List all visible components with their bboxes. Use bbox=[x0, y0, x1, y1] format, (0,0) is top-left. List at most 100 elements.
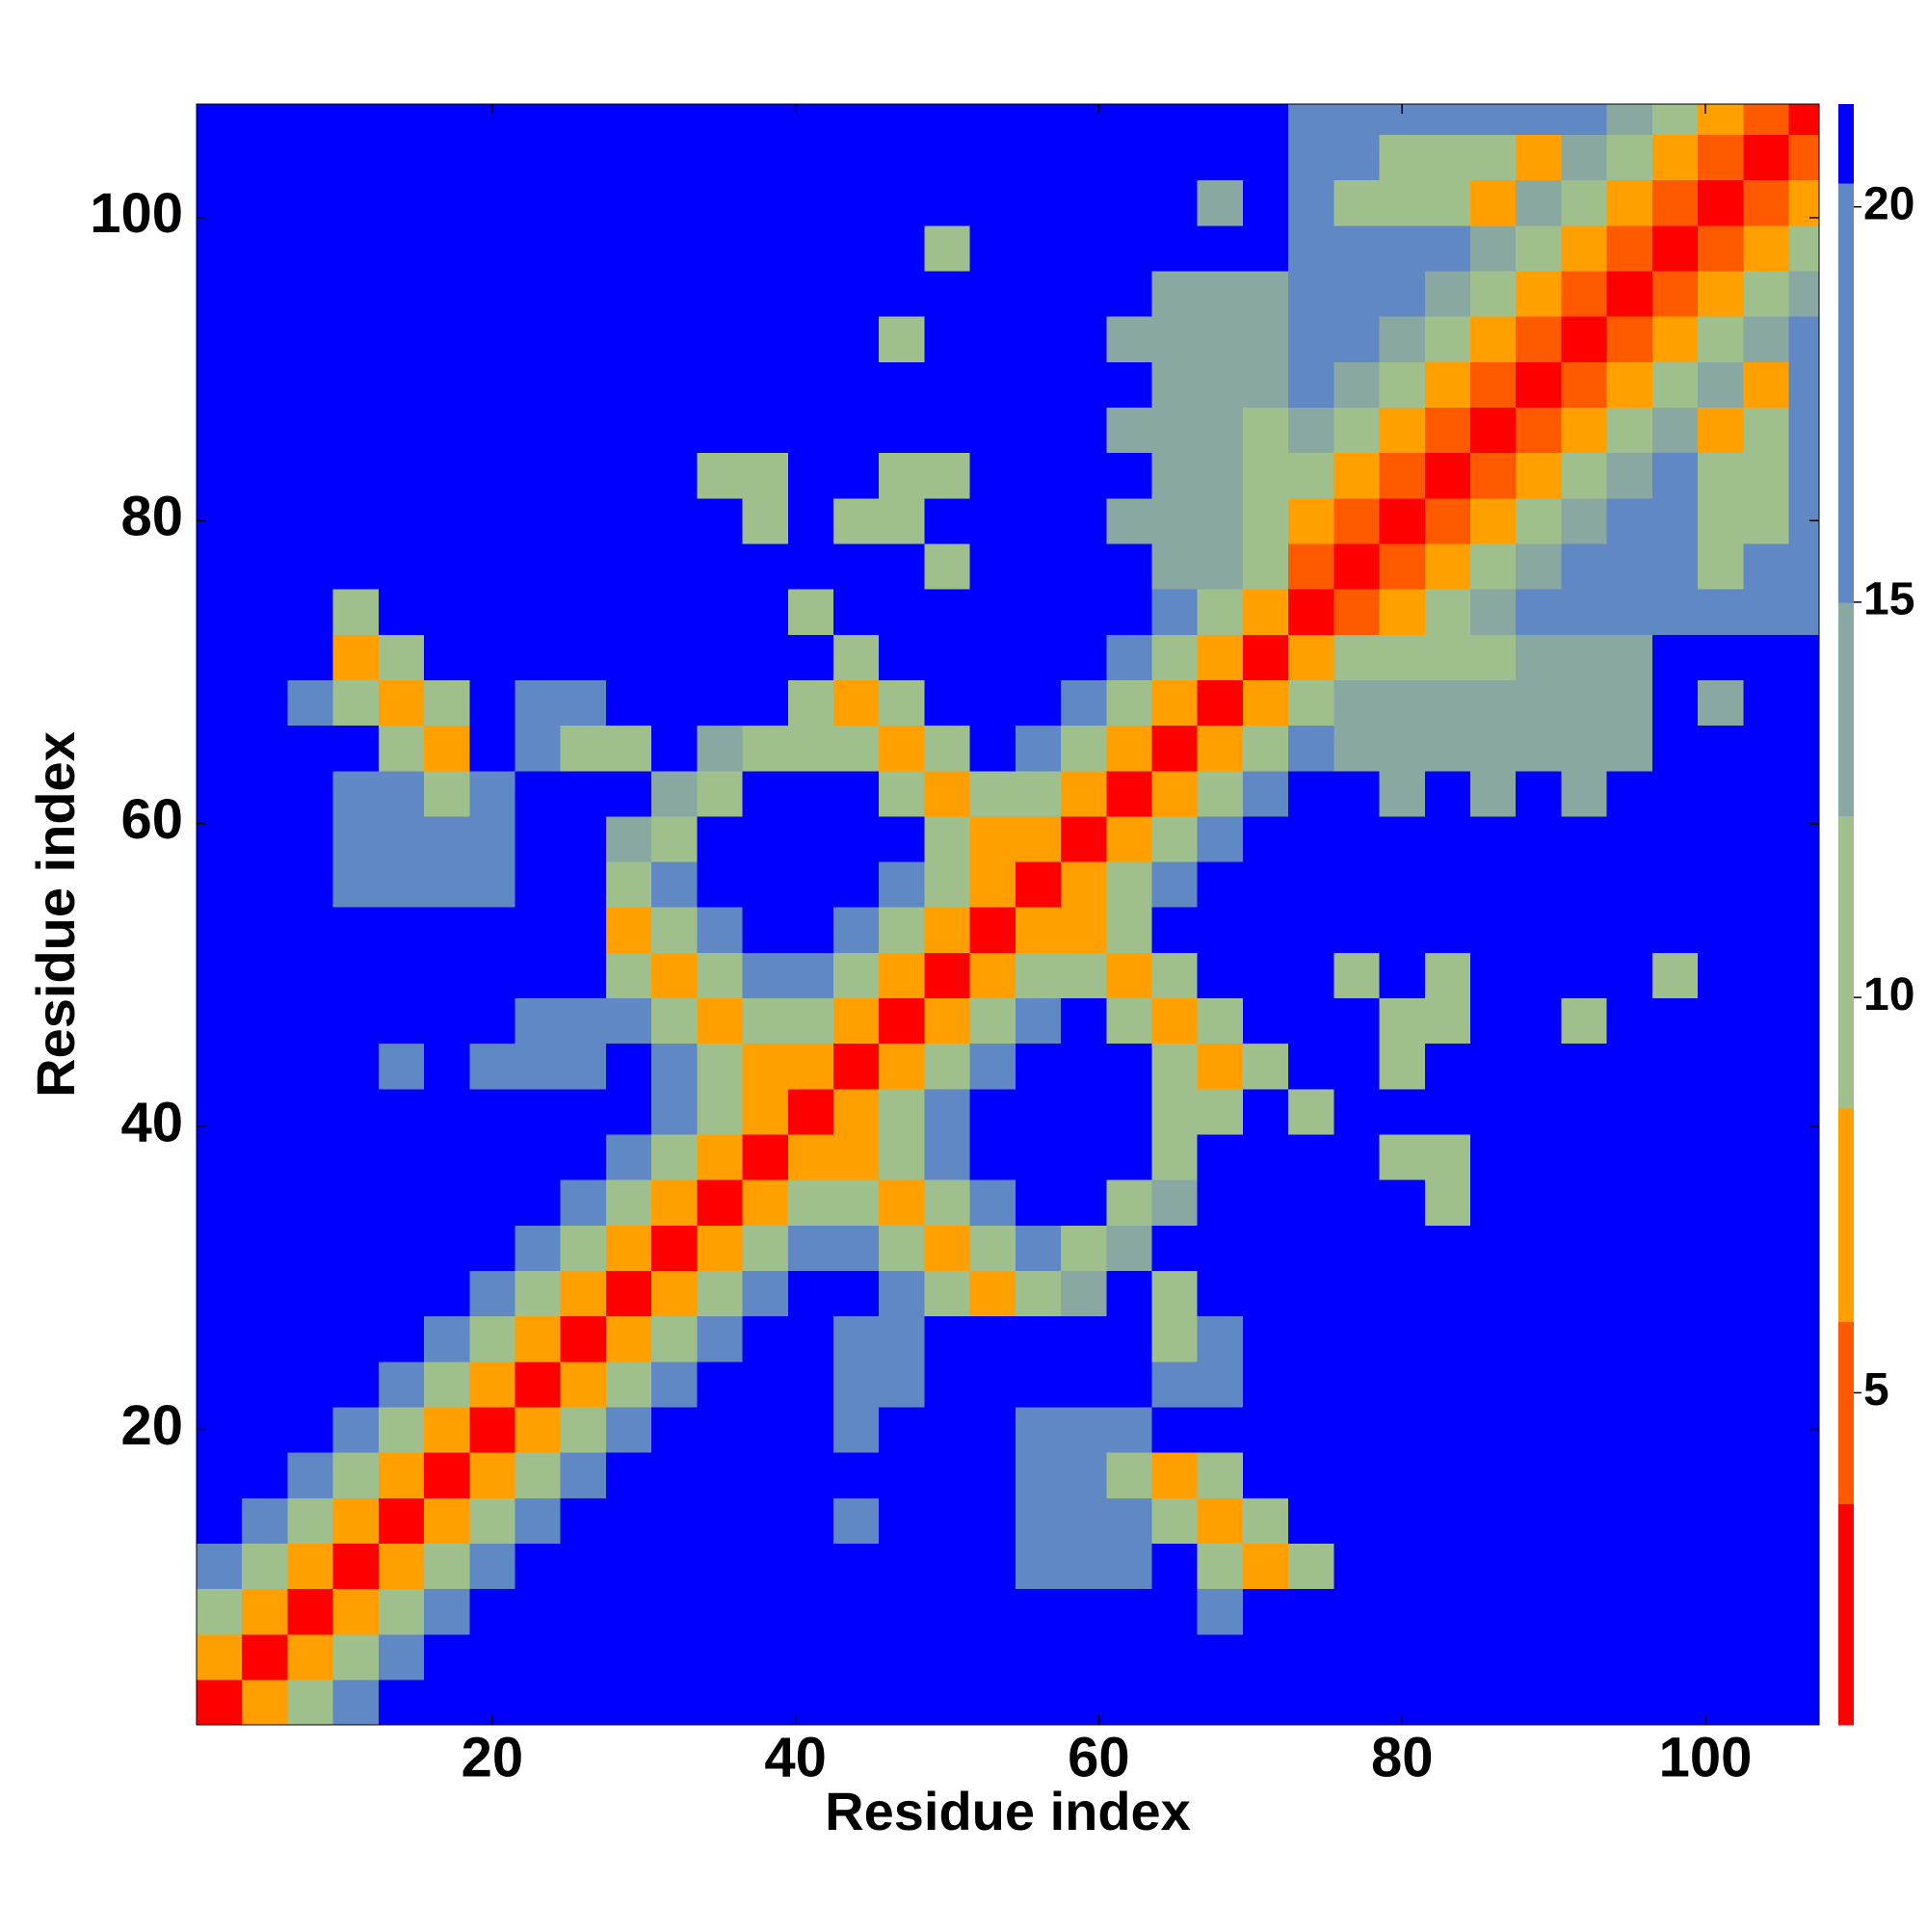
heatmap-cell bbox=[287, 1270, 334, 1317]
heatmap-cell bbox=[1106, 1679, 1153, 1725]
y-tick-label: 40 bbox=[120, 1091, 183, 1153]
heatmap-cell bbox=[515, 543, 562, 590]
heatmap-cell bbox=[332, 225, 380, 272]
heatmap-cell bbox=[197, 1361, 243, 1408]
heatmap-cell bbox=[1788, 179, 1819, 226]
heatmap-cell bbox=[469, 1452, 516, 1498]
heatmap-cell bbox=[1698, 225, 1744, 272]
plot-frame bbox=[196, 103, 1820, 1726]
heatmap-cell bbox=[1698, 679, 1744, 727]
heatmap-cell bbox=[1061, 952, 1107, 999]
heatmap-cell bbox=[332, 952, 380, 999]
heatmap-cell bbox=[1561, 1225, 1608, 1272]
heatmap-cell bbox=[1197, 815, 1244, 862]
heatmap-cell bbox=[1651, 1361, 1699, 1408]
heatmap-cell bbox=[1651, 1497, 1699, 1544]
heatmap-cell bbox=[742, 725, 789, 772]
heatmap-cell bbox=[1015, 1588, 1062, 1635]
heatmap-cell bbox=[1424, 1315, 1471, 1363]
heatmap-cell bbox=[242, 997, 289, 1045]
heatmap-cell bbox=[1424, 679, 1471, 727]
heatmap-cell bbox=[1197, 1179, 1244, 1226]
heatmap-cell bbox=[1106, 1633, 1153, 1681]
heatmap-cell bbox=[197, 1225, 243, 1272]
heatmap-cell bbox=[969, 1497, 1016, 1544]
heatmap-cell bbox=[1606, 452, 1653, 499]
heatmap-cell bbox=[1561, 1315, 1608, 1363]
heatmap-cell bbox=[332, 679, 380, 727]
heatmap-cell bbox=[1561, 104, 1608, 136]
heatmap-cell bbox=[697, 860, 744, 908]
heatmap-cell bbox=[287, 1679, 334, 1725]
heatmap-cell bbox=[287, 589, 334, 635]
heatmap-cell bbox=[833, 1497, 880, 1544]
heatmap-cell bbox=[1197, 1088, 1244, 1135]
heatmap-cell bbox=[742, 1088, 789, 1135]
heatmap-cell bbox=[469, 589, 516, 635]
heatmap-cell bbox=[424, 860, 470, 908]
heatmap-cell bbox=[1743, 407, 1790, 454]
heatmap-cell bbox=[1516, 1543, 1563, 1590]
heatmap-cell bbox=[879, 361, 926, 408]
heatmap-cell bbox=[1424, 1543, 1471, 1590]
heatmap-cell bbox=[879, 543, 926, 590]
heatmap-cell bbox=[1788, 543, 1819, 590]
heatmap-cell bbox=[1106, 270, 1153, 317]
heatmap-cell bbox=[1424, 452, 1471, 499]
heatmap-cell bbox=[787, 1043, 834, 1090]
heatmap-cell bbox=[469, 815, 516, 862]
heatmap-cell bbox=[1516, 1225, 1563, 1272]
heatmap-cell bbox=[1788, 1043, 1819, 1090]
heatmap-cell bbox=[1151, 860, 1199, 908]
heatmap-cell bbox=[1106, 815, 1153, 862]
heatmap-cell bbox=[1424, 1452, 1471, 1498]
heatmap-cell bbox=[605, 1679, 652, 1725]
y-tick-label: 20 bbox=[120, 1394, 183, 1457]
heatmap-cell bbox=[378, 1179, 425, 1226]
heatmap-cell bbox=[287, 1133, 334, 1180]
heatmap-cell bbox=[969, 543, 1016, 590]
heatmap-cell bbox=[1061, 860, 1107, 908]
heatmap-cell bbox=[1106, 997, 1153, 1045]
heatmap-cell bbox=[469, 543, 516, 590]
heatmap-cell bbox=[197, 952, 243, 999]
heatmap-cell bbox=[1424, 270, 1471, 317]
heatmap-cell bbox=[1561, 179, 1608, 226]
heatmap-cell bbox=[197, 1588, 243, 1635]
heatmap-cell bbox=[1333, 1043, 1381, 1090]
heatmap-cell bbox=[651, 1633, 698, 1681]
heatmap-cell bbox=[1516, 1133, 1563, 1180]
heatmap-cell bbox=[1015, 1133, 1062, 1180]
heatmap-cell bbox=[1242, 1043, 1289, 1090]
heatmap-cell bbox=[969, 1043, 1016, 1090]
heatmap-cell bbox=[1561, 452, 1608, 499]
heatmap-cell bbox=[424, 497, 470, 544]
heatmap-cell bbox=[1197, 634, 1244, 680]
heatmap-cell bbox=[1197, 1225, 1244, 1272]
y-tick-label: 60 bbox=[120, 788, 183, 851]
heatmap-cell bbox=[197, 179, 243, 226]
heatmap-cell bbox=[1788, 225, 1819, 272]
heatmap-cell bbox=[787, 952, 834, 999]
heatmap-cell bbox=[1743, 770, 1790, 817]
heatmap-cell bbox=[424, 1497, 470, 1544]
heatmap-cell bbox=[1197, 179, 1244, 226]
heatmap-cell bbox=[1288, 179, 1334, 226]
heatmap-cell bbox=[1061, 907, 1107, 953]
heatmap-cell bbox=[1288, 134, 1334, 181]
heatmap-cell bbox=[424, 134, 470, 181]
heatmap-cell bbox=[515, 770, 562, 817]
heatmap-cell bbox=[1651, 316, 1699, 362]
heatmap-cell bbox=[515, 134, 562, 181]
heatmap-cell bbox=[1242, 1406, 1289, 1453]
heatmap-cell bbox=[1333, 860, 1381, 908]
heatmap-cell bbox=[378, 1270, 425, 1317]
heatmap-cell bbox=[1015, 1679, 1062, 1725]
heatmap-cell bbox=[651, 1225, 698, 1272]
heatmap-cell bbox=[697, 361, 744, 408]
heatmap-cell bbox=[1197, 952, 1244, 999]
heatmap-cell bbox=[332, 270, 380, 317]
heatmap-cell bbox=[924, 634, 971, 680]
heatmap-cell bbox=[1379, 679, 1426, 727]
heatmap-cell bbox=[1470, 134, 1517, 181]
